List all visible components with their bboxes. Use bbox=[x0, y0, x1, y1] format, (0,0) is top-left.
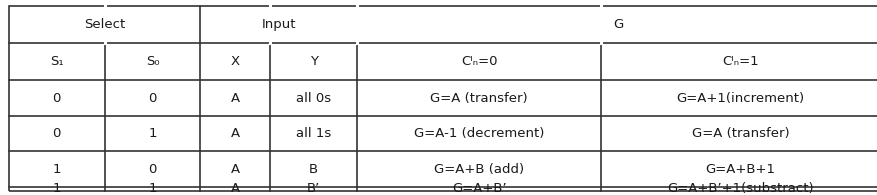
Text: A: A bbox=[231, 127, 239, 140]
Text: 0: 0 bbox=[148, 92, 156, 105]
Text: Select: Select bbox=[84, 18, 125, 31]
Text: Input: Input bbox=[261, 18, 296, 31]
Text: 1: 1 bbox=[53, 163, 61, 176]
Text: A: A bbox=[231, 163, 239, 176]
Text: G=A+B (add): G=A+B (add) bbox=[433, 163, 524, 176]
Text: G=A-1 (decrement): G=A-1 (decrement) bbox=[413, 127, 544, 140]
Text: 0: 0 bbox=[148, 163, 156, 176]
Text: 0: 0 bbox=[53, 127, 61, 140]
Text: G=A+B’+1(substract): G=A+B’+1(substract) bbox=[667, 182, 813, 195]
Text: G=A (transfer): G=A (transfer) bbox=[430, 92, 527, 105]
Text: Cᴵₙ=1: Cᴵₙ=1 bbox=[722, 55, 758, 68]
Text: G=A (transfer): G=A (transfer) bbox=[691, 127, 788, 140]
Text: all 1s: all 1s bbox=[296, 127, 331, 140]
Text: Cᴵₙ=0: Cᴵₙ=0 bbox=[460, 55, 497, 68]
Text: 1: 1 bbox=[148, 182, 156, 195]
Text: B: B bbox=[309, 163, 317, 176]
Text: Y: Y bbox=[310, 55, 317, 68]
Text: 1: 1 bbox=[53, 182, 61, 195]
Text: G: G bbox=[613, 18, 623, 31]
Text: all 0s: all 0s bbox=[296, 92, 331, 105]
Text: 1: 1 bbox=[148, 127, 156, 140]
Text: A: A bbox=[231, 182, 239, 195]
Text: G=A+B+1: G=A+B+1 bbox=[705, 163, 774, 176]
Text: S₁: S₁ bbox=[50, 55, 63, 68]
Text: G=A+B’: G=A+B’ bbox=[452, 182, 506, 195]
Text: X: X bbox=[231, 55, 239, 68]
Text: A: A bbox=[231, 92, 239, 105]
Text: 0: 0 bbox=[53, 92, 61, 105]
Text: S₀: S₀ bbox=[146, 55, 159, 68]
Text: G=A+1(increment): G=A+1(increment) bbox=[675, 92, 803, 105]
Text: B’: B’ bbox=[307, 182, 320, 195]
